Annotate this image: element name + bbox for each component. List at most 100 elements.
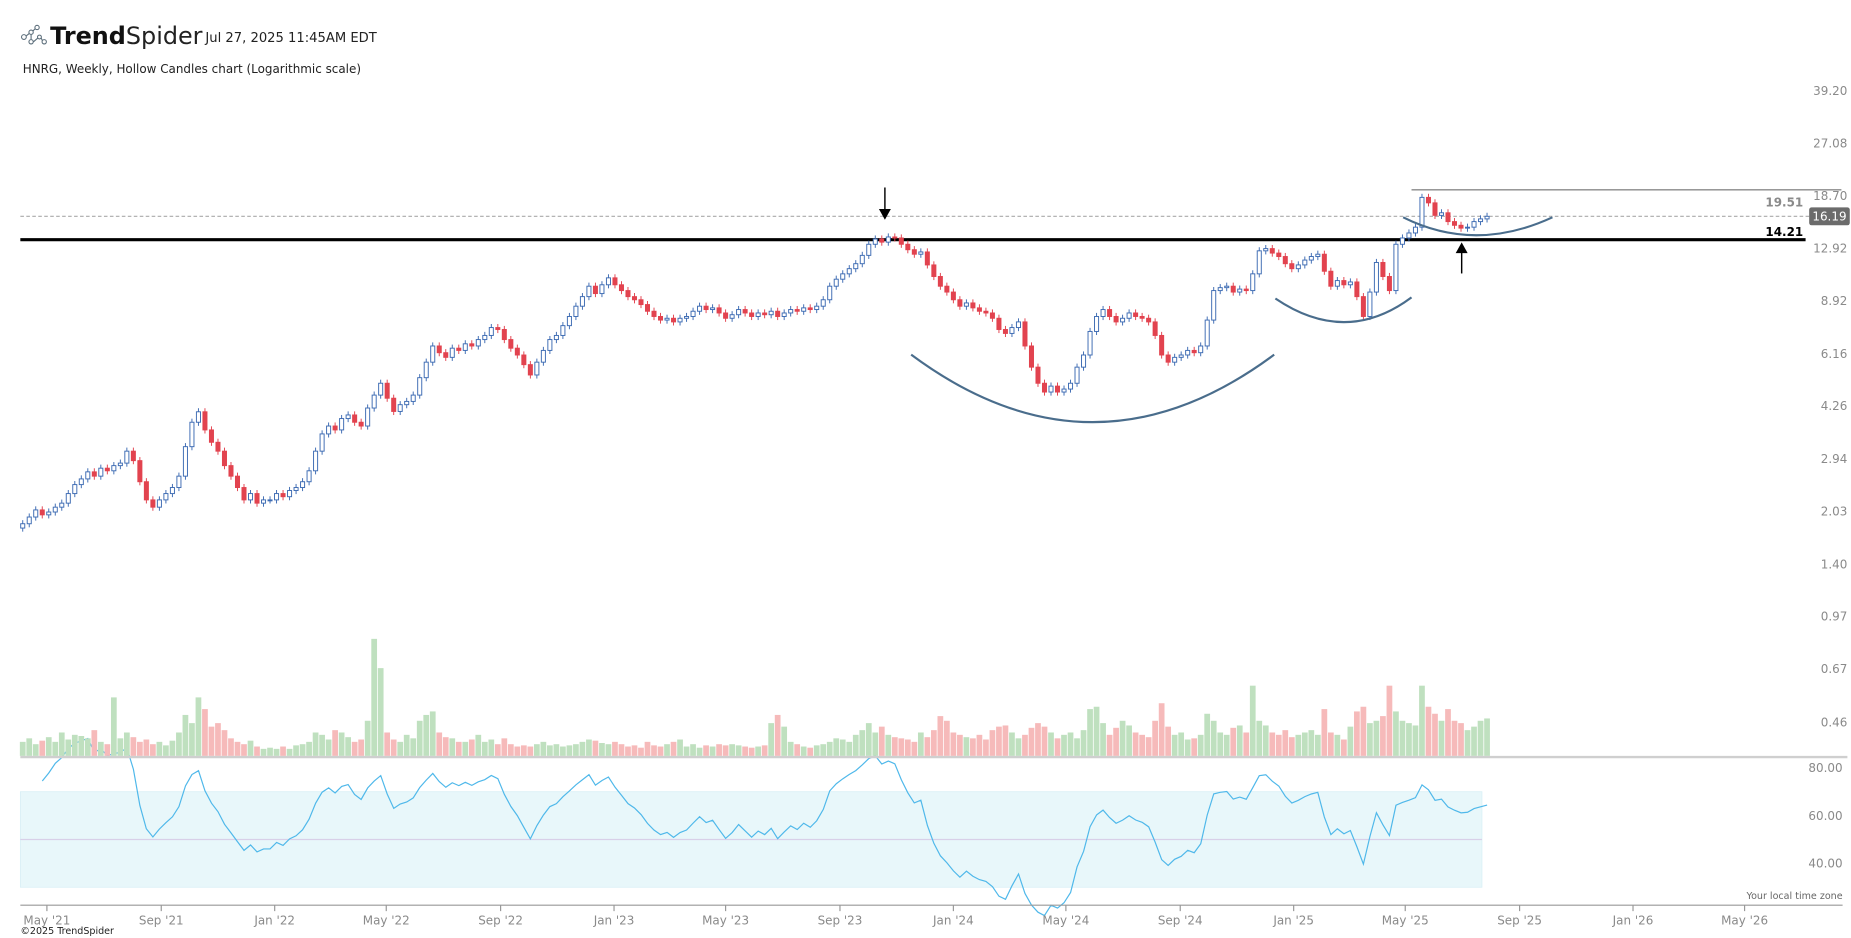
volume-bar [644, 741, 651, 756]
candle [566, 312, 572, 330]
brand-bold: Trend [50, 22, 126, 50]
volume-bar [1210, 720, 1217, 756]
volume-bar [885, 734, 892, 756]
rsi-tick-label: 60.00 [1808, 809, 1842, 823]
volume-bar [332, 730, 338, 756]
candle [1243, 285, 1249, 295]
volume-bar [176, 732, 182, 756]
volume-bar [403, 734, 410, 756]
candle [1178, 351, 1184, 361]
candle [1276, 249, 1282, 261]
volume-bar [1445, 709, 1451, 756]
candle [1061, 385, 1067, 396]
volume-bar [123, 732, 130, 756]
volume-bars [19, 638, 1490, 756]
volume-bar [930, 730, 937, 756]
candle [762, 309, 768, 319]
volume-bar [540, 741, 547, 756]
candle [755, 309, 761, 321]
candle [469, 340, 475, 350]
candle [1028, 342, 1034, 371]
volume-bar [813, 745, 820, 756]
volume-bar [182, 714, 189, 756]
volume-bar [423, 714, 430, 756]
volume-bar [429, 711, 436, 756]
candle [482, 331, 488, 344]
candle [534, 358, 540, 379]
candle [163, 489, 169, 504]
candle [540, 346, 546, 366]
volume-bar [468, 739, 475, 756]
volume-bar [410, 738, 417, 756]
volume-bar [364, 720, 371, 756]
volume-bar [683, 746, 690, 756]
volume-bar [455, 741, 462, 756]
candle [1009, 323, 1015, 338]
candle [130, 447, 136, 465]
candle [1198, 342, 1204, 357]
candle [840, 270, 846, 283]
candle [1015, 318, 1021, 332]
candle [26, 513, 32, 528]
volume-bar [416, 720, 423, 756]
volume-bar [1204, 713, 1211, 756]
candle [104, 464, 110, 475]
volume-bar [267, 747, 273, 756]
candle [1445, 209, 1451, 226]
candle [1146, 314, 1152, 326]
volume-bar [254, 746, 260, 756]
candle [885, 233, 891, 246]
volume-bar [306, 741, 312, 756]
volume-bar [32, 744, 39, 756]
candle [1425, 193, 1431, 207]
volume-bar [377, 668, 384, 756]
candle [521, 351, 527, 369]
candle [742, 305, 748, 317]
volume-bar [794, 744, 801, 756]
candle [527, 361, 533, 379]
volume-bar [234, 741, 241, 756]
volume-bar [527, 746, 534, 756]
candle [768, 307, 774, 319]
candle [1204, 316, 1210, 350]
volume-bar [156, 741, 163, 756]
volume-bar [911, 741, 918, 756]
candle [1113, 312, 1119, 326]
candle [1289, 260, 1295, 273]
candle [72, 481, 78, 498]
candle [1094, 312, 1100, 336]
volume-bar [1484, 718, 1490, 756]
volume-bar [501, 738, 508, 756]
candle [397, 401, 403, 416]
volume-bar [1373, 720, 1380, 756]
volume-bar [735, 745, 742, 756]
candle [794, 305, 800, 315]
volume-bar [371, 638, 378, 756]
volume-bar [241, 744, 247, 756]
candle [1484, 212, 1490, 223]
volume-bar [722, 745, 729, 756]
candle [254, 489, 260, 507]
candle [866, 240, 872, 259]
candle [807, 304, 813, 314]
volume-bar [221, 730, 228, 756]
volume-bar [566, 745, 573, 756]
volume-bar [1022, 734, 1028, 756]
candle [651, 307, 657, 321]
candle [156, 496, 162, 511]
volume-bar [208, 726, 215, 756]
volume-bar [1100, 723, 1106, 756]
price-tick-label: 2.94 [1821, 452, 1848, 466]
candle [573, 302, 579, 321]
candle [924, 248, 930, 269]
rsi-axis: 80.00 60.00 40.00 [1808, 761, 1842, 871]
timezone-note[interactable]: Your local time zone [1746, 891, 1843, 902]
volume-bar [937, 716, 944, 756]
volume-bar [1223, 734, 1230, 756]
volume-bar [1191, 738, 1198, 756]
candle [280, 489, 286, 501]
volume-bar [1041, 726, 1048, 756]
candle [176, 472, 182, 492]
volume-bar [547, 745, 553, 756]
candle [599, 281, 605, 298]
